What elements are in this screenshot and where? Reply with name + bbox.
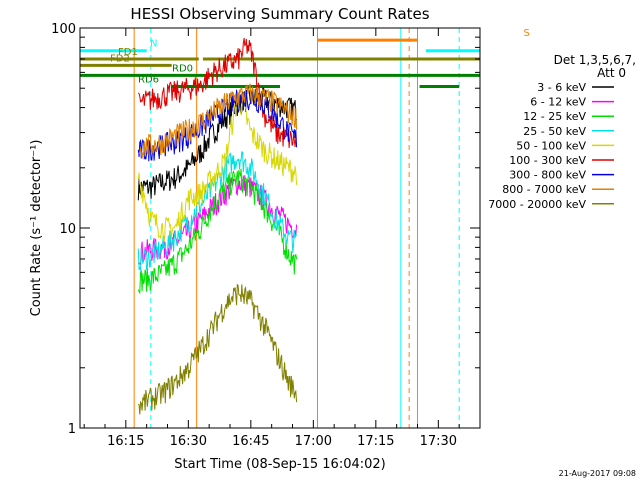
legend-header-line-2: Att 0	[597, 66, 626, 80]
y-axis-label: Count Rate (s⁻¹ detector⁻¹)	[29, 140, 44, 317]
legend-header-line-1: Det 1,3,5,6,7,	[554, 53, 636, 67]
flag-label-s: S	[524, 28, 530, 39]
y-tick-label-1: 1	[68, 422, 76, 437]
legend-label-6-12-kev: 6 - 12 keV	[530, 96, 586, 109]
flag-label-rd6: RD6	[138, 74, 159, 85]
flag-label-fd1: FD1	[118, 47, 138, 58]
x-tick-label-17-00: 17:00	[295, 434, 332, 449]
flag-label-rd0: RD0	[172, 63, 193, 74]
series-7000-20000-kev	[137, 283, 298, 415]
flag-label-n: N	[150, 39, 157, 50]
legend-label-12-25-kev: 12 - 25 keV	[523, 110, 586, 123]
legend: Det 1,3,5,6,7, Att 0 3 - 6 keV 6 - 12 keV…	[488, 53, 636, 211]
legend-label-300-800-kev: 300 - 800 keV	[509, 169, 586, 182]
x-tick-label-17-15: 17:15	[357, 434, 394, 449]
series-50-100-kev	[137, 92, 298, 243]
x-tick-label-16-15: 16:15	[107, 434, 144, 449]
legend-label-3-6-kev: 3 - 6 keV	[537, 81, 586, 94]
y-tick-label-10: 10	[59, 222, 76, 237]
x-tick-label-17-30: 17:30	[420, 434, 457, 449]
chart-title: HESSI Observing Summary Count Rates	[130, 5, 429, 23]
legend-label-800-7000-kev: 800 - 7000 keV	[502, 183, 586, 196]
y-tick-label-100: 100	[51, 22, 76, 37]
x-tick-label-16-45: 16:45	[232, 434, 269, 449]
legend-label-50-100-kev: 50 - 100 keV	[516, 139, 586, 152]
legend-label-7000-20000-kev: 7000 - 20000 keV	[488, 198, 586, 211]
x-tick-label-16-30: 16:30	[170, 434, 207, 449]
series-800-7000-kev	[138, 83, 298, 159]
footer-date: 21-Aug-2017 09:08	[559, 469, 636, 478]
series-100-300-kev	[137, 38, 297, 149]
axes: 16:15 16:30 16:45 17:00 17:15 17:30 1 10 100	[51, 22, 480, 449]
series-25-50-kev	[137, 151, 298, 271]
flag-label-fd2: FD2	[110, 53, 130, 64]
x-axis-label: Start Time (08-Sep-15 16:04:02)	[174, 457, 385, 472]
series-12-25-kev	[137, 168, 298, 295]
legend-label-100-300-kev: 100 - 300 keV	[509, 154, 586, 167]
legend-label-25-50-kev: 25 - 50 keV	[523, 125, 586, 138]
